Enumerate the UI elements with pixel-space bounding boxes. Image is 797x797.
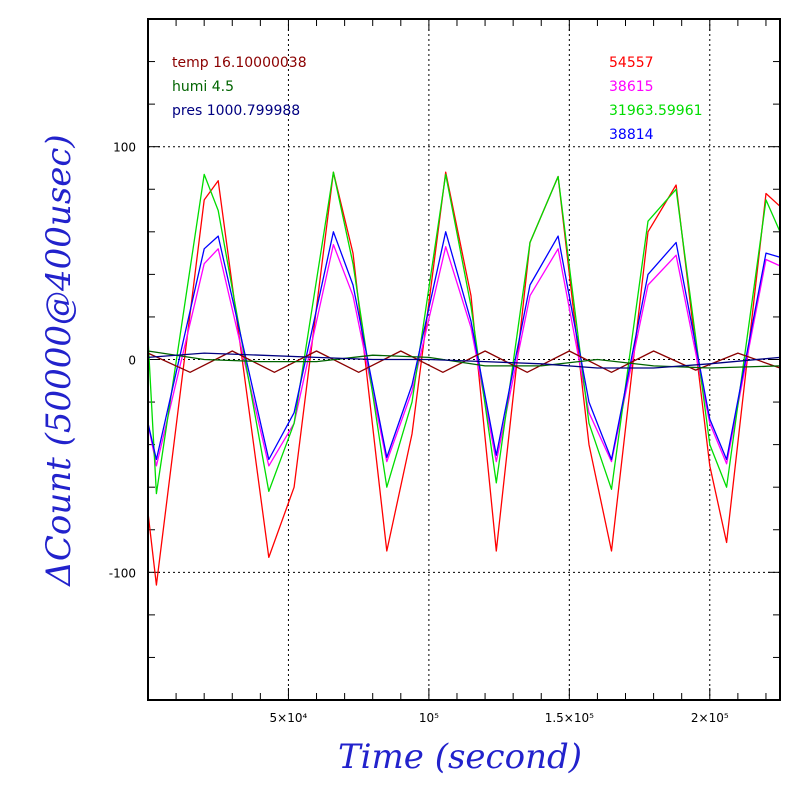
x-tick-label-0: 5×10⁴ [270, 711, 308, 725]
x-axis: 5×10⁴ 10⁵ 1.5×10⁵ 2×10⁵ [270, 711, 729, 725]
legend-right-item-1: 38615 [609, 79, 654, 95]
y-tick-label-1: 0 [128, 354, 136, 368]
legend-right-item-3: 38814 [609, 127, 654, 143]
y-tick-label-0: 100 [113, 141, 136, 155]
series-line-1 [147, 243, 781, 467]
y-tick-label-2: -100 [109, 566, 136, 580]
legend-right-item-2: 31963.59961 [609, 103, 703, 119]
series-line-5 [147, 350, 781, 369]
x-tick-label-3: 2×10⁵ [691, 711, 729, 725]
minor-ticks [148, 19, 780, 700]
x-tick-label-2: 1.5×10⁵ [545, 711, 594, 725]
legend-right-item-0: 54557 [609, 55, 654, 71]
x-tick-label-1: 10⁵ [419, 711, 439, 725]
legend-left: temp 16.10000038 humi 4.5 pres 1000.799988 [172, 55, 307, 119]
series-layer [147, 171, 781, 586]
series-line-6 [147, 352, 781, 369]
legend-left-item-0: temp 16.10000038 [172, 55, 307, 71]
x-axis-title: Time (second) [338, 737, 582, 777]
series-line-3 [147, 231, 781, 461]
legend-left-item-1: humi 4.5 [172, 79, 234, 95]
y-axis-title: ΔCount (50000@400usec) [39, 134, 79, 587]
plot-frame [147, 18, 781, 701]
series-line-2 [147, 171, 781, 495]
y-axis: 100 0 -100 [109, 141, 136, 581]
legend-left-item-2: pres 1000.799988 [172, 103, 300, 119]
legend-right: 54557 38615 31963.59961 38814 [609, 55, 703, 143]
